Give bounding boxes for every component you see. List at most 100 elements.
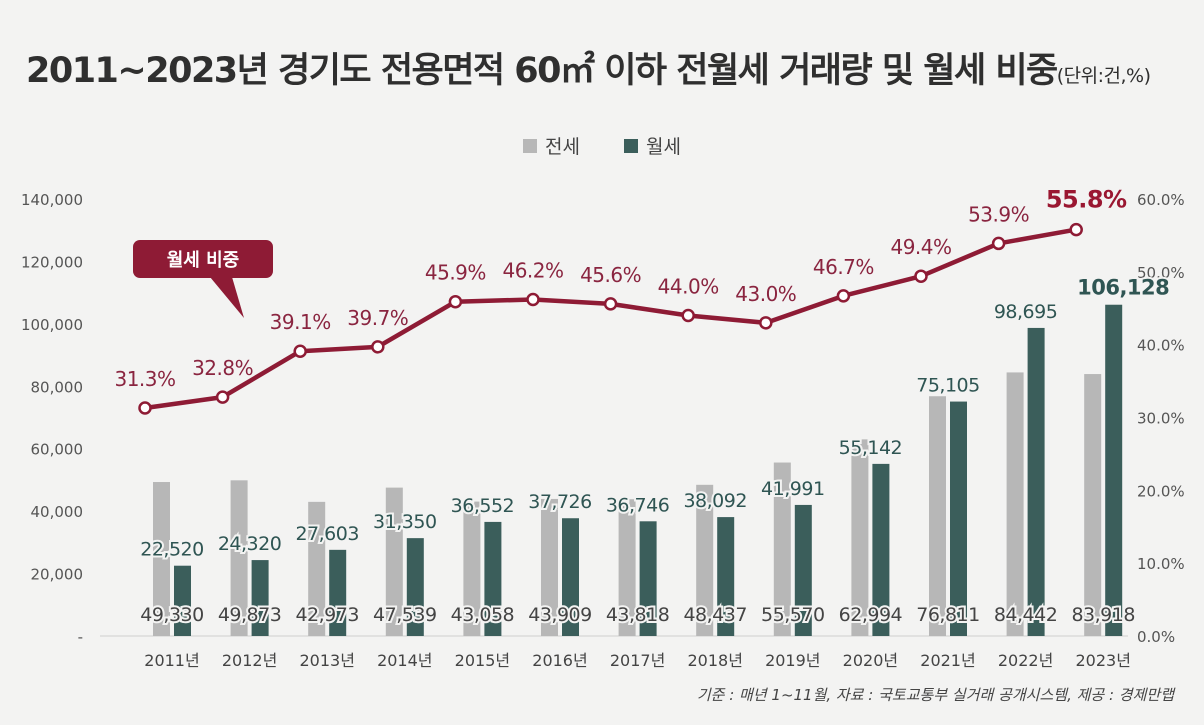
- ratio-point: [603, 297, 618, 311]
- bar-jeonse: [230, 480, 248, 636]
- y-left-tick-label: -: [78, 628, 83, 646]
- x-tick-label: 2021년: [920, 651, 975, 670]
- source-note: 기준 : 매년 1~11월, 자료 : 국토교통부 실거래 공개시스템, 제공 …: [696, 686, 1174, 704]
- data-label-wolse: 31,350: [373, 511, 436, 533]
- data-label-jeonse: 76,811: [916, 604, 979, 626]
- data-label-ratio: 46.7%: [813, 255, 874, 279]
- y-right-tick-label: 20.0%: [1137, 482, 1185, 500]
- data-label-ratio: 49.4%: [890, 235, 951, 259]
- legend-swatch-wolse: [624, 138, 638, 153]
- ratio-point: [526, 292, 540, 307]
- callout-label: 월세 비중: [167, 250, 240, 271]
- legend-swatch-jeonse: [523, 138, 538, 153]
- ratio-point: [991, 236, 1006, 251]
- bar-jeonse: [308, 501, 326, 636]
- data-label-jeonse: 84,442: [994, 604, 1057, 626]
- data-label-ratio: 53.9%: [968, 202, 1029, 226]
- x-tick-label: 2014년: [377, 651, 432, 670]
- x-tick-label: 2016년: [532, 651, 587, 670]
- ratio-point: [138, 401, 152, 415]
- data-label-wolse: 24,320: [218, 533, 281, 555]
- data-label-wolse: 36,552: [451, 495, 514, 517]
- chart-legend: 전세 월세: [0, 132, 1204, 159]
- bar-jeonse: [153, 482, 170, 636]
- bar-jeonse: [851, 439, 869, 636]
- y-left-tick-label: 140,000: [21, 191, 83, 209]
- legend-item-wolse: 월세: [624, 132, 681, 159]
- data-label-jeonse: 43,058: [451, 604, 514, 626]
- x-tick-label: 2020년: [843, 651, 898, 670]
- bar-jeonse: [1006, 372, 1024, 636]
- ratio-point: [681, 308, 695, 323]
- legend-label-wolse: 월세: [646, 136, 681, 158]
- y-left-tick-label: 60,000: [31, 441, 84, 459]
- ratio-point: [293, 344, 307, 358]
- data-label-wolse: 22,520: [140, 539, 203, 561]
- data-label-jeonse: 49,873: [218, 604, 281, 626]
- data-label-ratio: 45.9%: [425, 261, 486, 285]
- data-label-ratio: 39.7%: [347, 306, 408, 330]
- bar-wolse: [484, 521, 502, 636]
- data-label-ratio: 55.8%: [1046, 186, 1127, 214]
- y-right-tick-label: 50.0%: [1137, 264, 1185, 282]
- bar-jeonse: [463, 501, 481, 636]
- bar-wolse: [1027, 327, 1045, 636]
- data-label-jeonse: 48,437: [683, 604, 746, 626]
- x-tick-label: 2019년: [765, 651, 820, 670]
- x-tick-label: 2023년: [1075, 651, 1130, 670]
- y-right-tick-label: 30.0%: [1137, 410, 1185, 428]
- legend-label-jeonse: 전세: [545, 136, 580, 158]
- bar-wolse: [950, 401, 967, 636]
- data-label-jeonse: 55,570: [761, 604, 824, 626]
- bar-wolse: [329, 549, 347, 636]
- x-tick-label: 2013년: [299, 651, 354, 670]
- y-left-tick-label: 40,000: [31, 503, 84, 521]
- ratio-point: [371, 340, 385, 354]
- ratio-point: [215, 390, 230, 404]
- bar-wolse: [174, 565, 191, 636]
- y-right-tick-label: 60.0%: [1137, 191, 1185, 209]
- data-label-jeonse: 49,330: [140, 604, 203, 626]
- data-label-jeonse: 42,973: [295, 604, 358, 626]
- ratio-point: [1069, 222, 1083, 237]
- data-label-ratio: 32.8%: [192, 356, 253, 380]
- ratio-point: [914, 269, 928, 283]
- data-label-wolse: 38,092: [683, 490, 746, 512]
- bar-wolse: [794, 504, 812, 636]
- data-label-jeonse: 43,909: [528, 604, 591, 626]
- data-label-wolse: 41,991: [761, 478, 824, 500]
- y-right-tick-label: 40.0%: [1137, 337, 1185, 355]
- x-tick-label: 2015년: [455, 651, 510, 670]
- data-label-ratio: 46.2%: [502, 259, 563, 283]
- bar-jeonse: [1084, 374, 1102, 636]
- chart-title-main: 2011~2023년 경기도 전용면적 60㎡ 이하 전월세 거래량 및 월세 …: [26, 51, 1058, 91]
- data-label-ratio: 45.6%: [580, 263, 641, 287]
- bar-jeonse: [618, 499, 636, 636]
- y-left-tick-label: 20,000: [31, 566, 84, 584]
- bar-jeonse: [773, 462, 791, 636]
- legend-item-jeonse: 전세: [523, 132, 580, 159]
- x-tick-label: 2017년: [610, 651, 665, 670]
- data-label-ratio: 43.0%: [735, 282, 796, 306]
- data-label-jeonse: 43,818: [606, 604, 669, 626]
- ratio-point: [759, 316, 773, 330]
- bar-wolse: [639, 521, 657, 636]
- data-label-wolse: 37,726: [528, 491, 591, 513]
- y-left-tick-label: 80,000: [31, 378, 84, 396]
- y-right-tick-label: 0.0%: [1137, 628, 1175, 646]
- bar-wolse: [717, 517, 735, 636]
- bar-wolse: [406, 538, 424, 636]
- x-tick-label: 2022년: [998, 651, 1053, 670]
- callout-pointer: [210, 277, 244, 318]
- data-label-wolse: 27,603: [295, 523, 358, 545]
- ratio-point: [836, 289, 851, 303]
- data-label-wolse: 98,695: [994, 301, 1057, 323]
- data-label-wolse: 106,128: [1077, 276, 1169, 300]
- data-label-ratio: 31.3%: [114, 367, 175, 391]
- bar-jeonse: [385, 487, 403, 636]
- chart-title-unit: (단위:건,%): [1056, 65, 1151, 87]
- data-label-jeonse: 47,539: [373, 604, 436, 626]
- data-label-ratio: 44.0%: [658, 275, 719, 299]
- bar-jeonse: [541, 498, 558, 636]
